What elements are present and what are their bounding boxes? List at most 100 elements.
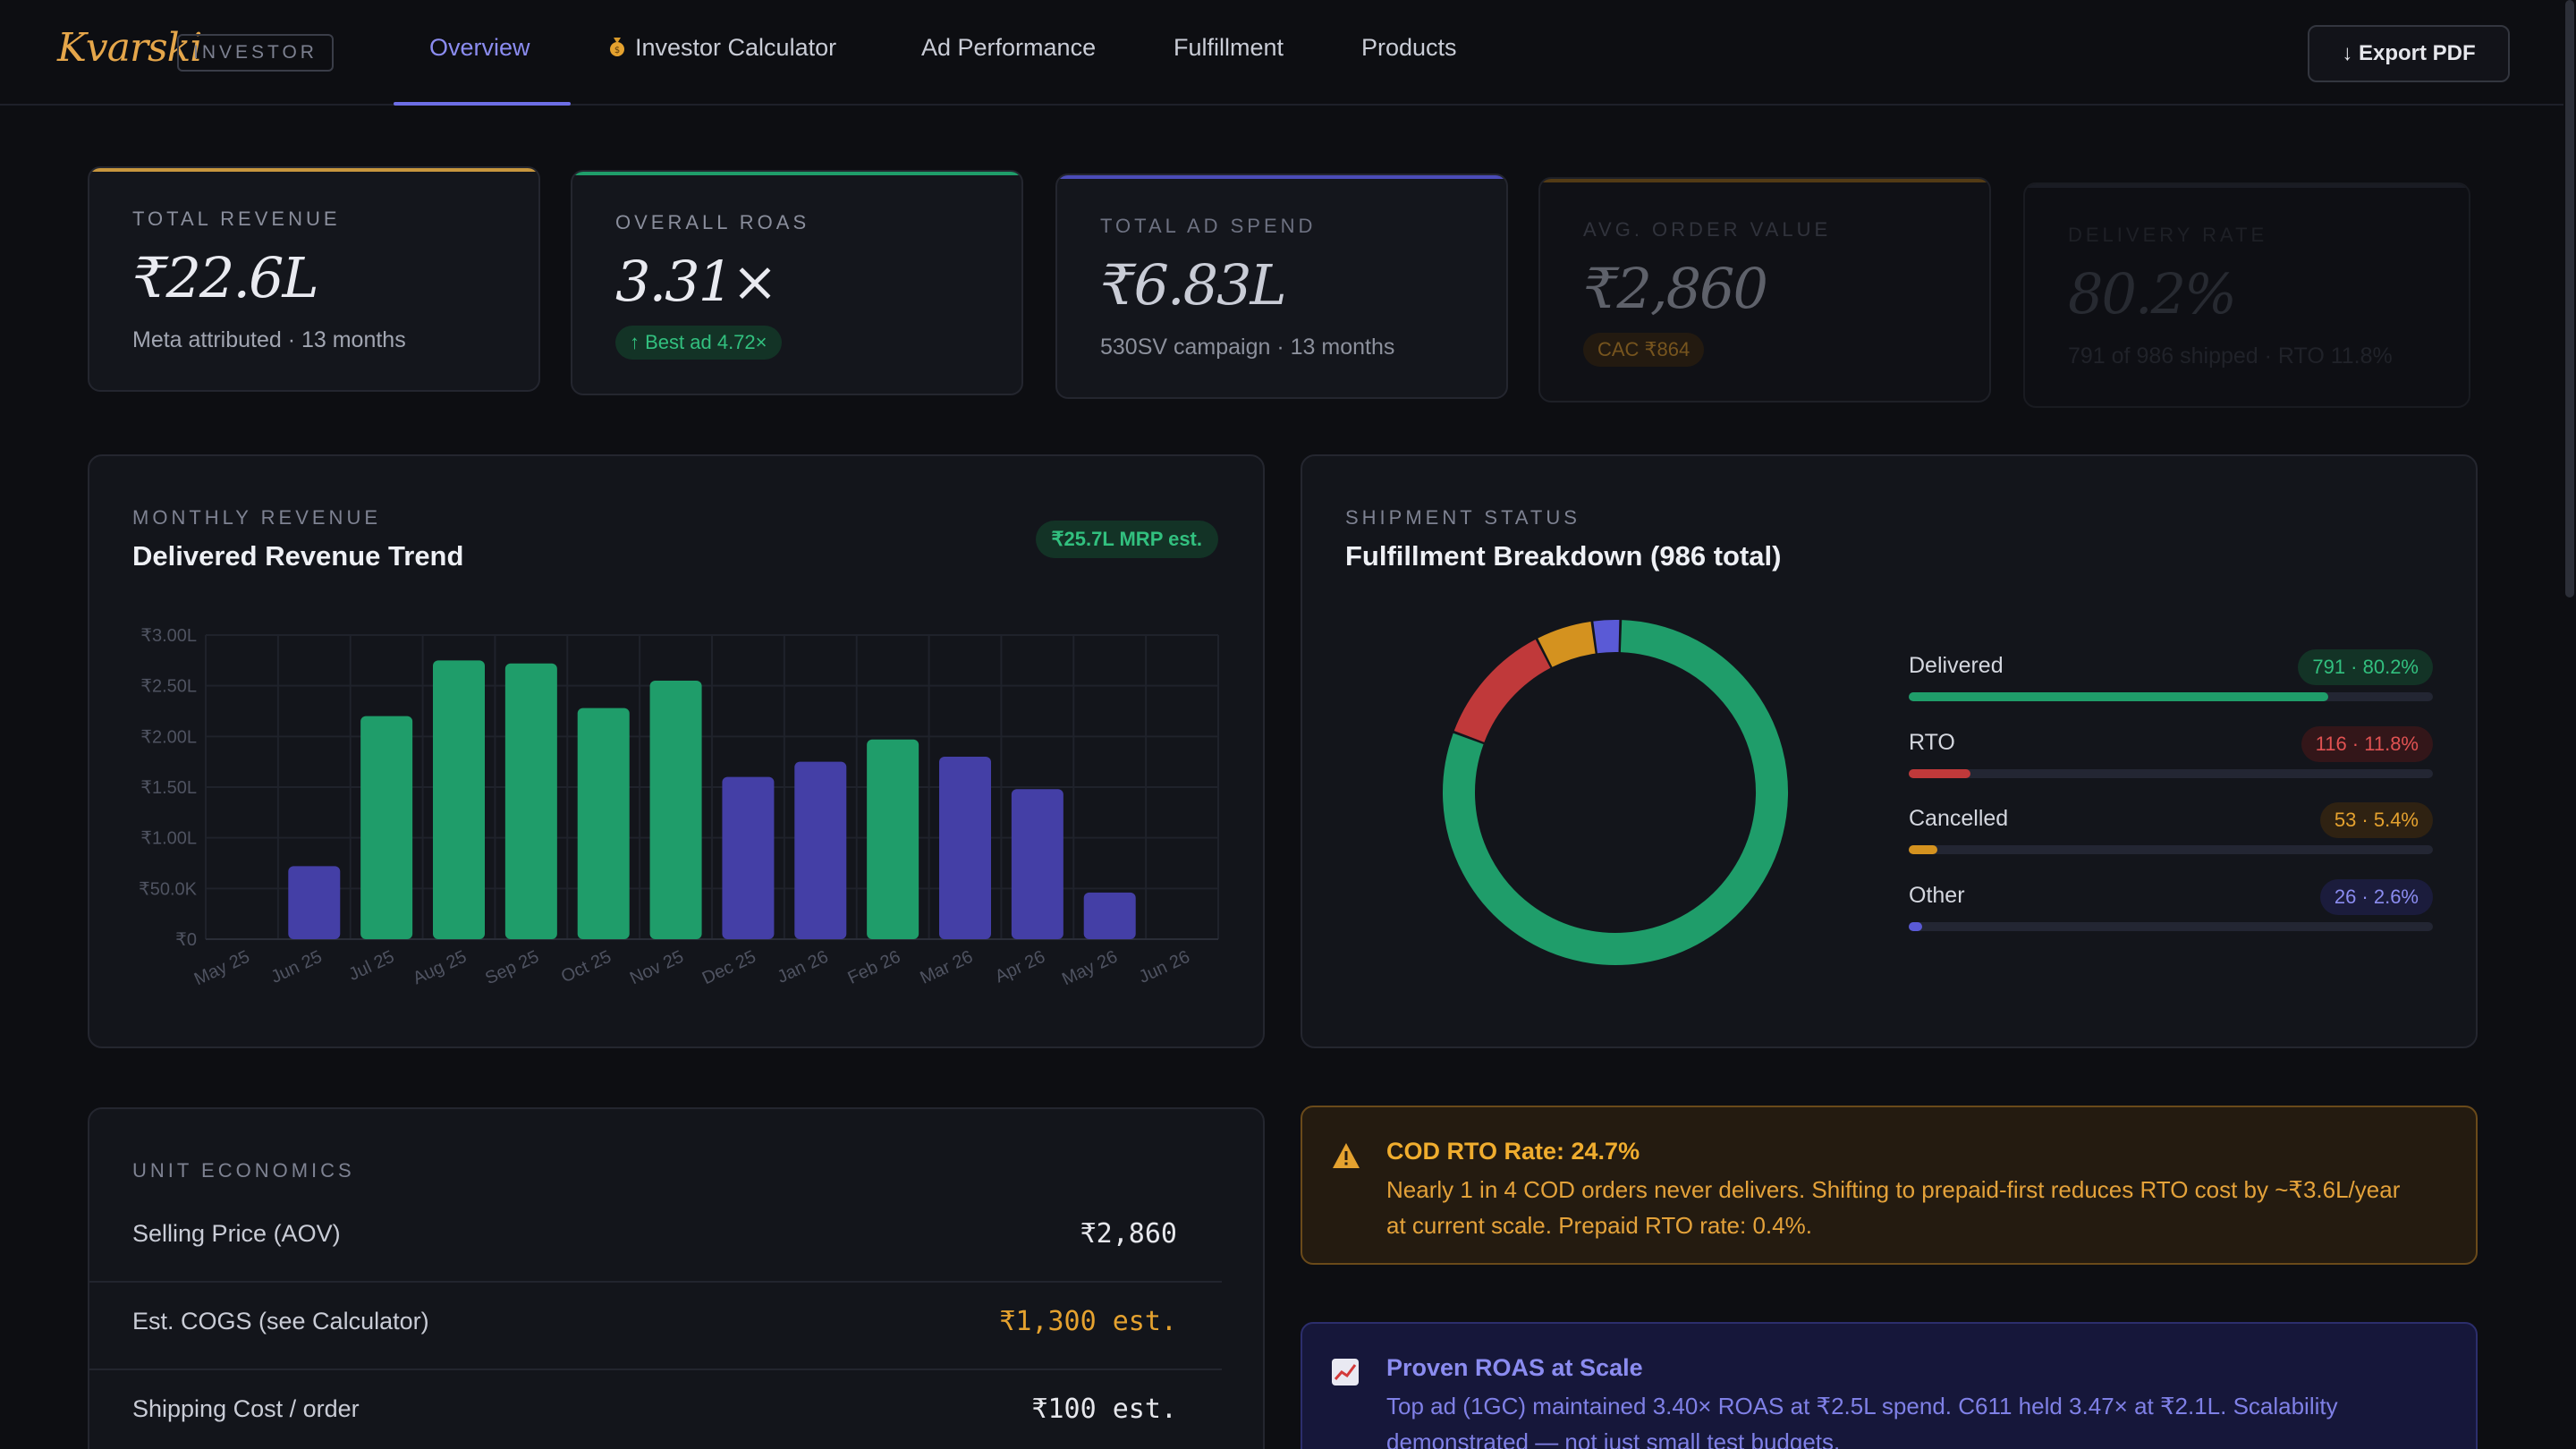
mrp-estimate-badge: ₹25.7L MRP est. <box>1035 521 1218 558</box>
svg-text:$: $ <box>614 46 620 55</box>
revenue-bar[interactable] <box>360 716 413 939</box>
y-tick-label: ₹1.00L <box>140 829 197 849</box>
kpi-overall-roas: OVERALL ROAS 3.31× ↑ Best ad 4.72× <box>571 170 1023 395</box>
revenue-bar[interactable] <box>722 776 775 939</box>
x-tick-label: Nov 25 <box>627 947 687 989</box>
revenue-bar[interactable] <box>1083 892 1136 939</box>
x-tick-label: Feb 26 <box>845 947 904 988</box>
alert-title: COD RTO Rate: 24.7% <box>1386 1138 1640 1165</box>
kpi-avg-order-value: AVG. ORDER VALUE ₹2,860 CAC ₹864 <box>1538 177 1991 402</box>
donut-segment[interactable] <box>1538 621 1597 667</box>
y-tick-label: ₹2.00L <box>140 727 197 747</box>
legend-bar-fill <box>1909 845 1937 854</box>
revenue-bar[interactable] <box>504 663 557 939</box>
y-tick-label: ₹1.50L <box>140 778 197 798</box>
legend-bar-track <box>1909 769 2433 778</box>
ue-value: ₹2,860 <box>1080 1218 1177 1250</box>
revenue-bar[interactable] <box>649 681 702 939</box>
kpi-accent <box>89 168 538 172</box>
cac-badge: CAC ₹864 <box>1583 333 1705 367</box>
x-tick-label: May 25 <box>191 947 253 990</box>
top-nav: Kvarski INVESTOR Overview $ Investor Cal… <box>0 0 2576 106</box>
export-pdf-button[interactable]: ↓ Export PDF <box>2308 25 2510 82</box>
legend-label: Other <box>1909 883 1965 908</box>
ue-value: ₹100 est. <box>1031 1394 1177 1425</box>
proven-roas-alert: Proven ROAS at Scale Top ad (1GC) mainta… <box>1301 1322 2478 1449</box>
y-tick-label: ₹50.0K <box>139 879 198 899</box>
x-tick-label: Jun 25 <box>268 947 326 987</box>
revenue-bar[interactable] <box>939 757 991 939</box>
kpi-delivery-rate: DELIVERY RATE 80.2% 791 of 986 shipped ·… <box>2023 182 2470 408</box>
ue-row-shipping: Shipping Cost / order ₹100 est. <box>89 1368 1222 1449</box>
tab-overview[interactable]: Overview <box>429 34 530 62</box>
alert-body: Nearly 1 in 4 COD orders never delivers.… <box>1386 1176 2401 1239</box>
tab-ad-performance[interactable]: Ad Performance <box>921 34 1096 62</box>
kpi-label: TOTAL REVENUE <box>132 208 341 230</box>
legend-bar-fill <box>1909 692 2328 701</box>
revenue-bar[interactable] <box>1011 789 1063 939</box>
unit-economics-panel: UNIT ECONOMICS <box>88 1107 1265 1449</box>
tab-fulfillment[interactable]: Fulfillment <box>1174 34 1284 62</box>
legend-label: Delivered <box>1909 653 2004 678</box>
kpi-sub: 530SV campaign · 13 months <box>1100 335 1395 360</box>
revenue-bar[interactable] <box>867 739 919 939</box>
money-bag-icon: $ <box>608 36 626 56</box>
kpi-accent <box>1057 175 1506 179</box>
legend-badge: 53 · 5.4% <box>2319 802 2433 838</box>
kpi-sub: 791 of 986 shipped · RTO 11.8% <box>2068 343 2393 369</box>
tab-label: Overview <box>429 34 530 61</box>
kpi-label: AVG. ORDER VALUE <box>1583 218 1832 241</box>
donut-segment[interactable] <box>1453 639 1551 743</box>
legend-bar-fill <box>1909 922 1923 931</box>
chart-up-icon <box>1331 1358 1360 1391</box>
legend-badge: 116 · 11.8% <box>2301 726 2433 762</box>
x-tick-label: Jun 26 <box>1136 947 1193 987</box>
legend-badge: 26 · 2.6% <box>2319 879 2433 915</box>
fulfillment-panel: SHIPMENT STATUS Fulfillment Breakdown (9… <box>1301 454 2478 1048</box>
kpi-value: ₹22.6L <box>132 245 319 310</box>
kpi-accent <box>2025 184 2469 188</box>
legend-bar-track <box>1909 692 2433 701</box>
x-tick-label: Jan 26 <box>775 947 832 987</box>
revenue-panel: MONTHLY REVENUE Delivered Revenue Trend … <box>88 454 1265 1048</box>
kpi-label: OVERALL ROAS <box>615 211 810 233</box>
investor-badge: INVESTOR <box>177 34 334 72</box>
legend-bar-fill <box>1909 769 1971 778</box>
kpi-accent <box>572 172 1021 175</box>
tab-label: Products <box>1361 34 1457 61</box>
active-tab-indicator <box>394 102 571 106</box>
x-tick-label: Aug 25 <box>410 947 470 989</box>
x-tick-label: Jul 25 <box>346 947 398 985</box>
tab-investor-calculator[interactable]: $ Investor Calculator <box>608 34 836 62</box>
donut-segment[interactable] <box>1443 620 1788 965</box>
x-tick-label: Oct 25 <box>558 947 614 987</box>
page-scrollbar-thumb[interactable] <box>2565 0 2574 597</box>
ue-row-selling-price: Selling Price (AOV) ₹2,860 <box>89 1193 1222 1283</box>
fulfillment-donut-chart <box>1443 620 1788 965</box>
revenue-bar[interactable] <box>288 866 341 939</box>
panel-overline: UNIT ECONOMICS <box>132 1159 355 1182</box>
revenue-bar-chart: ₹0 ₹50.0K ₹1.00L ₹1.50L ₹2.00L ₹2.50L ₹3.00L Ma… <box>139 626 1219 990</box>
kpi-label: DELIVERY RATE <box>2068 224 2268 246</box>
tab-label: Investor Calculator <box>635 34 837 61</box>
panel-overline: MONTHLY REVENUE <box>132 506 382 529</box>
cod-rto-alert: COD RTO Rate: 24.7% Nearly 1 in 4 COD or… <box>1301 1106 2478 1265</box>
y-tick-label: ₹2.50L <box>140 677 197 697</box>
warning-icon <box>1331 1141 1361 1174</box>
revenue-bar[interactable] <box>794 761 847 939</box>
legend-badge: 791 · 80.2% <box>2298 649 2433 685</box>
donut-segment[interactable] <box>1593 620 1620 654</box>
legend-bar-track <box>1909 922 2433 931</box>
legend-label: Cancelled <box>1909 806 2009 831</box>
kpi-accent <box>1540 179 1989 182</box>
y-tick-label: ₹3.00L <box>140 626 197 646</box>
x-tick-label: May 26 <box>1059 947 1121 990</box>
ue-label: Shipping Cost / order <box>132 1395 360 1422</box>
alert-title: Proven ROAS at Scale <box>1386 1354 1643 1381</box>
revenue-bar[interactable] <box>433 660 485 939</box>
ue-value: ₹1,300 est. <box>999 1306 1177 1337</box>
tab-products[interactable]: Products <box>1361 34 1457 62</box>
alert-body: Top ad (1GC) maintained 3.40× ROAS at ₹2… <box>1386 1393 2338 1449</box>
kpi-label: TOTAL AD SPEND <box>1100 215 1317 237</box>
revenue-bar[interactable] <box>577 708 630 939</box>
